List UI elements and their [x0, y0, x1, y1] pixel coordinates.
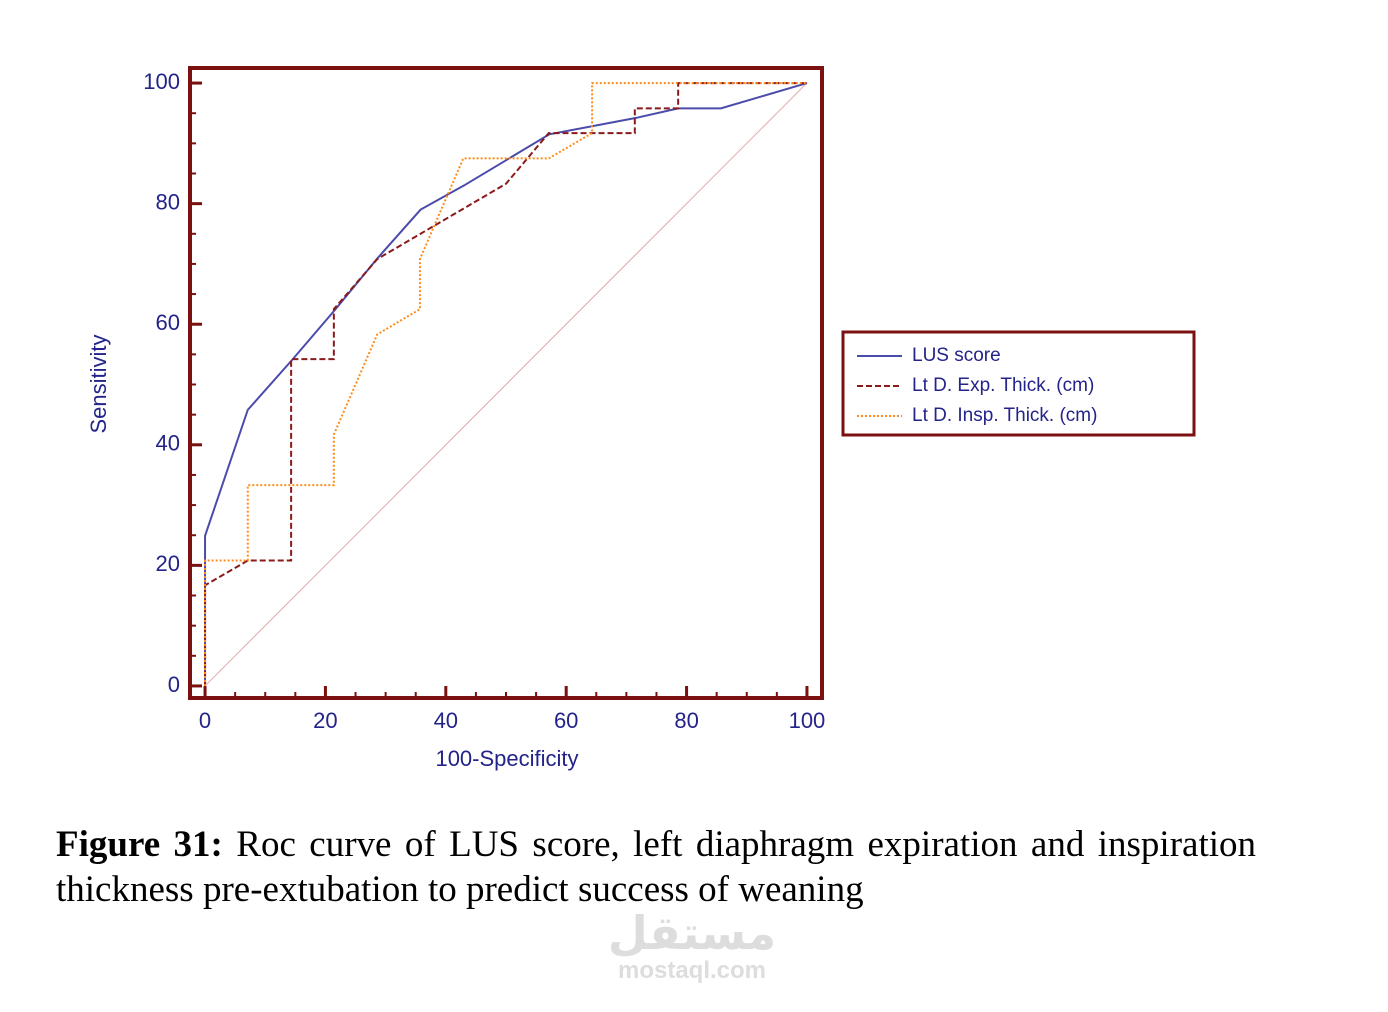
y-tick-label: 100 [143, 69, 180, 94]
y-tick-label: 80 [156, 189, 180, 214]
series-line [204, 82, 807, 686]
caption-label: Figure 31: [56, 824, 223, 865]
y-tick-label: 40 [156, 431, 180, 456]
caption-text: Roc curve of LUS score, left diaphragm e… [56, 824, 1256, 910]
y-tick-label: 0 [168, 672, 180, 697]
legend-label: LUS score [912, 345, 1001, 366]
caption: Figure 31: Roc curve of LUS score, left … [56, 822, 1256, 912]
x-tick-label: 0 [199, 708, 211, 733]
y-tick-label: 20 [156, 551, 180, 576]
x-tick-label: 60 [554, 708, 578, 733]
watermark-logo: مستقل [607, 906, 777, 960]
legend-label: Lt D. Exp. Thick. (cm) [912, 375, 1094, 396]
y-axis-title: Sensitivity [86, 334, 111, 433]
watermark: مستقل mostaql.com [592, 908, 792, 984]
x-tick-label: 80 [674, 708, 698, 733]
plot-frame [188, 66, 824, 700]
legend-box [841, 330, 1196, 437]
x-tick-label: 100 [789, 708, 826, 733]
legend-label: Lt D. Insp. Thick. (cm) [912, 405, 1097, 426]
reference-line [204, 82, 808, 687]
y-tick-label: 60 [156, 310, 180, 335]
series-line [204, 82, 807, 686]
x-axis-title: 100-Specificity [435, 746, 578, 771]
watermark-site: mostaql.com [617, 957, 767, 984]
x-tick-label: 20 [313, 708, 337, 733]
x-tick-label: 40 [434, 708, 458, 733]
